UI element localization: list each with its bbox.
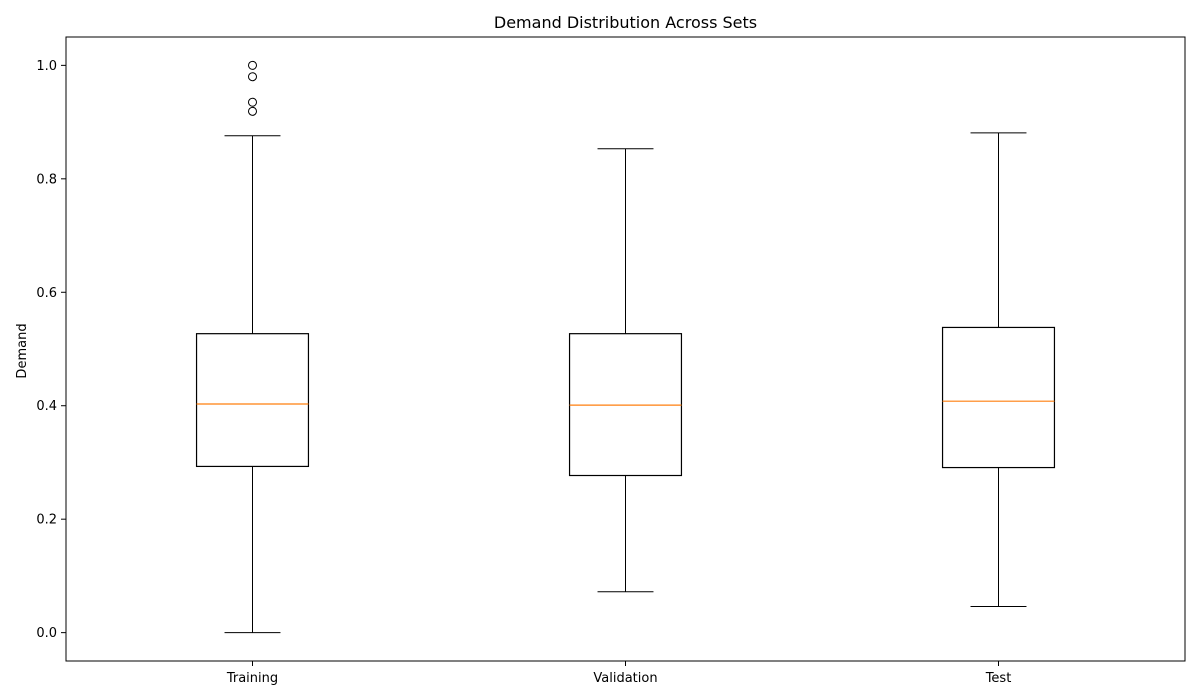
outlier-point: [248, 106, 257, 116]
y-tick-label: 0.0: [36, 626, 57, 641]
x-tick-label: Training: [226, 671, 278, 686]
plot-marks: [195, 60, 1056, 634]
outlier-point: [248, 72, 257, 82]
iqr-box: [195, 333, 310, 468]
box-group-training: [195, 60, 310, 634]
y-tick-label: 0.8: [36, 172, 57, 187]
y-axis-label: Demand: [15, 323, 30, 378]
x-tick-label: Test: [985, 671, 1012, 686]
chart-title: Demand Distribution Across Sets: [494, 13, 757, 32]
y-tick-label: 0.6: [36, 286, 57, 301]
plot-area-frame: [65, 36, 1186, 662]
x-tick-label: Validation: [593, 671, 657, 686]
outlier-point: [248, 60, 257, 70]
iqr-box: [941, 326, 1056, 469]
y-tick-label: 1.0: [36, 59, 57, 74]
outlier-point: [248, 97, 257, 107]
y-axis-ticks: 0.0 0.2 0.4 0.6 0.8 1.0: [36, 59, 66, 641]
y-tick-label: 0.2: [36, 513, 57, 528]
box-group-test: [941, 132, 1056, 608]
y-tick-label: 0.4: [36, 399, 57, 414]
box-group-validation: [568, 148, 683, 593]
x-axis-ticks: Training Validation Test: [226, 661, 1011, 686]
